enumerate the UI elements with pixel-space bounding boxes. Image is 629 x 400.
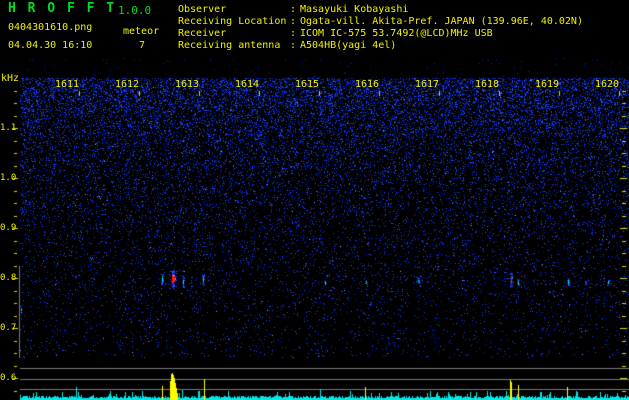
time-tick-label: 1617	[415, 79, 440, 90]
info-row: Receiving antenna: A504HB(yagi 4el)	[178, 40, 583, 52]
info-row: Observer: Masayuki Kobayashi	[178, 4, 583, 16]
info-row: Receiving Location: Ogata-vill. Akita-Pre…	[178, 16, 583, 28]
time-tick-label: 1618	[475, 79, 500, 90]
time-tick-label: 1613	[175, 79, 200, 90]
freq-tick-label: 0.8	[0, 273, 17, 283]
time-tick-label: 1611	[55, 79, 80, 90]
info-label: Receiving antenna	[178, 40, 281, 51]
info-row: Receiver: ICOM IC-575 53.7492(@LCD)MHz US…	[178, 28, 583, 40]
time-tick-label: 1612	[115, 79, 140, 90]
time-tick-label: 1620	[595, 79, 620, 90]
freq-axis-unit: kHz	[1, 73, 20, 84]
receiver-info-block: Observer: Masayuki Kobayashi Receiving Loc…	[178, 4, 583, 52]
freq-tick-label: 1.1	[0, 123, 17, 133]
time-tick-label: 1614	[235, 79, 260, 90]
app-version: 1.0.0	[118, 4, 152, 17]
info-label: Receiver	[178, 28, 227, 39]
info-label: Receiving Location	[178, 16, 287, 27]
freq-tick-label: 0.9	[0, 223, 17, 233]
echo-count: 7	[139, 40, 146, 51]
app-title: H R O F F T	[8, 1, 117, 16]
info-label: Observer	[178, 4, 227, 15]
time-tick-label: 1616	[355, 79, 380, 90]
info-value: ICOM IC-575 53.7492(@LCD)MHz USB	[300, 28, 493, 39]
time-tick-label: 1615	[295, 79, 320, 90]
info-value: Masayuki Kobayashi	[300, 4, 409, 15]
datetime-label: 04.04.30 16:10	[8, 40, 93, 51]
freq-tick-label: 0.7	[0, 323, 17, 333]
info-separator: :	[290, 16, 297, 27]
info-separator: :	[290, 40, 297, 51]
time-tick-label: 1619	[535, 79, 560, 90]
mode-label: meteor	[123, 26, 160, 37]
freq-tick-label: 0.6	[0, 373, 17, 383]
output-filename: 0404301610.png	[8, 22, 93, 33]
info-separator: :	[290, 28, 297, 39]
info-value: A504HB(yagi 4el)	[300, 40, 397, 51]
info-separator: :	[290, 4, 297, 15]
info-value: Ogata-vill. Akita-Pref. JAPAN (139.96E, …	[300, 16, 583, 27]
freq-tick-label: 1.0	[0, 173, 17, 183]
